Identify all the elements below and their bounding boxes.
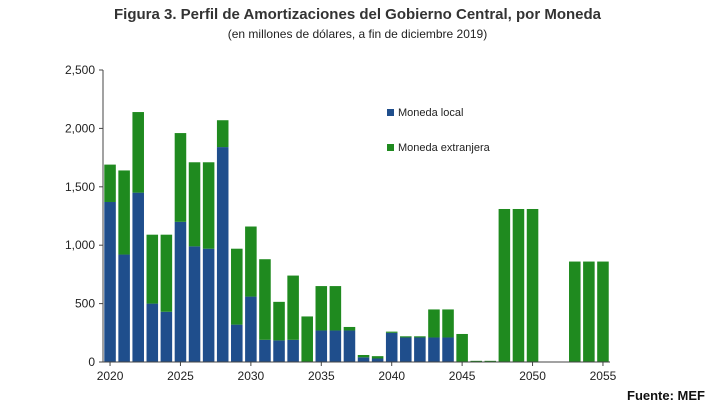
bar-moneda-extranjera	[484, 360, 497, 362]
chart-title: Figura 3. Perfil de Amortizaciones del G…	[113, 6, 602, 23]
bar-moneda-extranjera	[118, 170, 130, 255]
y-tick-label: 0	[88, 355, 95, 369]
bar-moneda-local	[132, 192, 144, 362]
bar-moneda-local	[104, 201, 116, 362]
x-tick-label: 2045	[449, 369, 476, 383]
bar-moneda-extranjera	[174, 133, 187, 222]
bar-moneda-local	[273, 340, 285, 362]
bar-moneda-local	[329, 330, 342, 362]
bar-moneda-extranjera	[301, 316, 313, 362]
bar-moneda-local	[245, 296, 257, 362]
bar-moneda-local	[385, 332, 398, 362]
bar-moneda-extranjera	[146, 234, 159, 304]
bar-moneda-extranjera	[385, 331, 398, 333]
bar-moneda-local	[174, 221, 187, 362]
bar-moneda-extranjera	[498, 208, 511, 362]
x-tick-label: 2055	[590, 369, 617, 383]
bar-moneda-extranjera	[400, 336, 412, 338]
source-label: Fuente: MEF	[627, 388, 705, 403]
bar-moneda-extranjera	[245, 226, 257, 297]
bar-moneda-local	[400, 337, 412, 362]
bar-moneda-local	[231, 324, 243, 362]
x-tick-label: 2035	[308, 369, 335, 383]
bar-moneda-extranjera	[442, 309, 454, 338]
bar-moneda-local	[343, 330, 356, 362]
y-tick-label: 500	[75, 297, 95, 311]
bar-moneda-extranjera	[512, 208, 525, 362]
bar-moneda-local	[160, 311, 173, 362]
bar-moneda-extranjera	[583, 261, 595, 362]
y-tick-label: 1,000	[65, 238, 95, 252]
chart-subtitle: (en millones de dólares, a fin de diciem…	[227, 27, 488, 41]
bar-moneda-local	[188, 246, 201, 362]
bar-moneda-local	[202, 248, 215, 362]
bar-moneda-extranjera	[315, 286, 328, 331]
bar-moneda-local	[216, 147, 229, 362]
x-tick-label: 2030	[238, 369, 265, 383]
bar-moneda-local	[287, 339, 299, 362]
bar-moneda-extranjera	[104, 164, 116, 202]
bar-moneda-extranjera	[259, 259, 271, 340]
bar-moneda-local	[371, 358, 384, 362]
bar-moneda-local	[315, 330, 328, 362]
y-tick-label: 2,500	[65, 63, 95, 77]
bar-moneda-extranjera	[569, 261, 581, 362]
bar-moneda-extranjera	[329, 286, 342, 331]
bar-moneda-extranjera	[428, 309, 440, 338]
bar-moneda-extranjera	[273, 301, 285, 341]
bar-moneda-extranjera	[456, 333, 468, 362]
bar-moneda-extranjera	[343, 326, 356, 331]
bar-moneda-extranjera	[216, 120, 229, 148]
bar-moneda-extranjera	[470, 360, 482, 362]
bar-moneda-local	[357, 357, 370, 362]
bar-moneda-local	[118, 254, 130, 362]
bar-moneda-extranjera	[287, 275, 299, 340]
bar-moneda-extranjera	[414, 336, 426, 338]
x-tick-label: 2025	[167, 369, 194, 383]
bar-moneda-extranjera	[371, 356, 384, 359]
bar-moneda-extranjera	[231, 248, 243, 325]
bar-moneda-local	[442, 337, 454, 362]
x-tick-label: 2050	[519, 369, 546, 383]
legend-label: Moneda extranjera	[398, 142, 491, 154]
bar-moneda-extranjera	[132, 112, 144, 193]
y-tick-label: 2,000	[65, 121, 95, 135]
bar-moneda-extranjera	[202, 162, 215, 249]
x-tick-label: 2040	[378, 369, 405, 383]
legend-swatch	[387, 144, 394, 151]
bar-moneda-local	[428, 337, 440, 362]
legend-swatch	[387, 109, 394, 116]
x-tick-label: 2020	[97, 369, 124, 383]
bar-moneda-extranjera	[526, 208, 539, 362]
legend-label: Moneda local	[398, 107, 463, 119]
bar-moneda-extranjera	[160, 234, 173, 312]
bar-moneda-extranjera	[597, 261, 609, 362]
bar-moneda-extranjera	[357, 354, 370, 358]
bar-moneda-local	[414, 337, 426, 362]
bar-moneda-local	[259, 339, 271, 362]
bar-moneda-extranjera	[188, 162, 201, 247]
bar-moneda-local	[146, 303, 159, 362]
y-tick-label: 1,500	[65, 180, 95, 194]
